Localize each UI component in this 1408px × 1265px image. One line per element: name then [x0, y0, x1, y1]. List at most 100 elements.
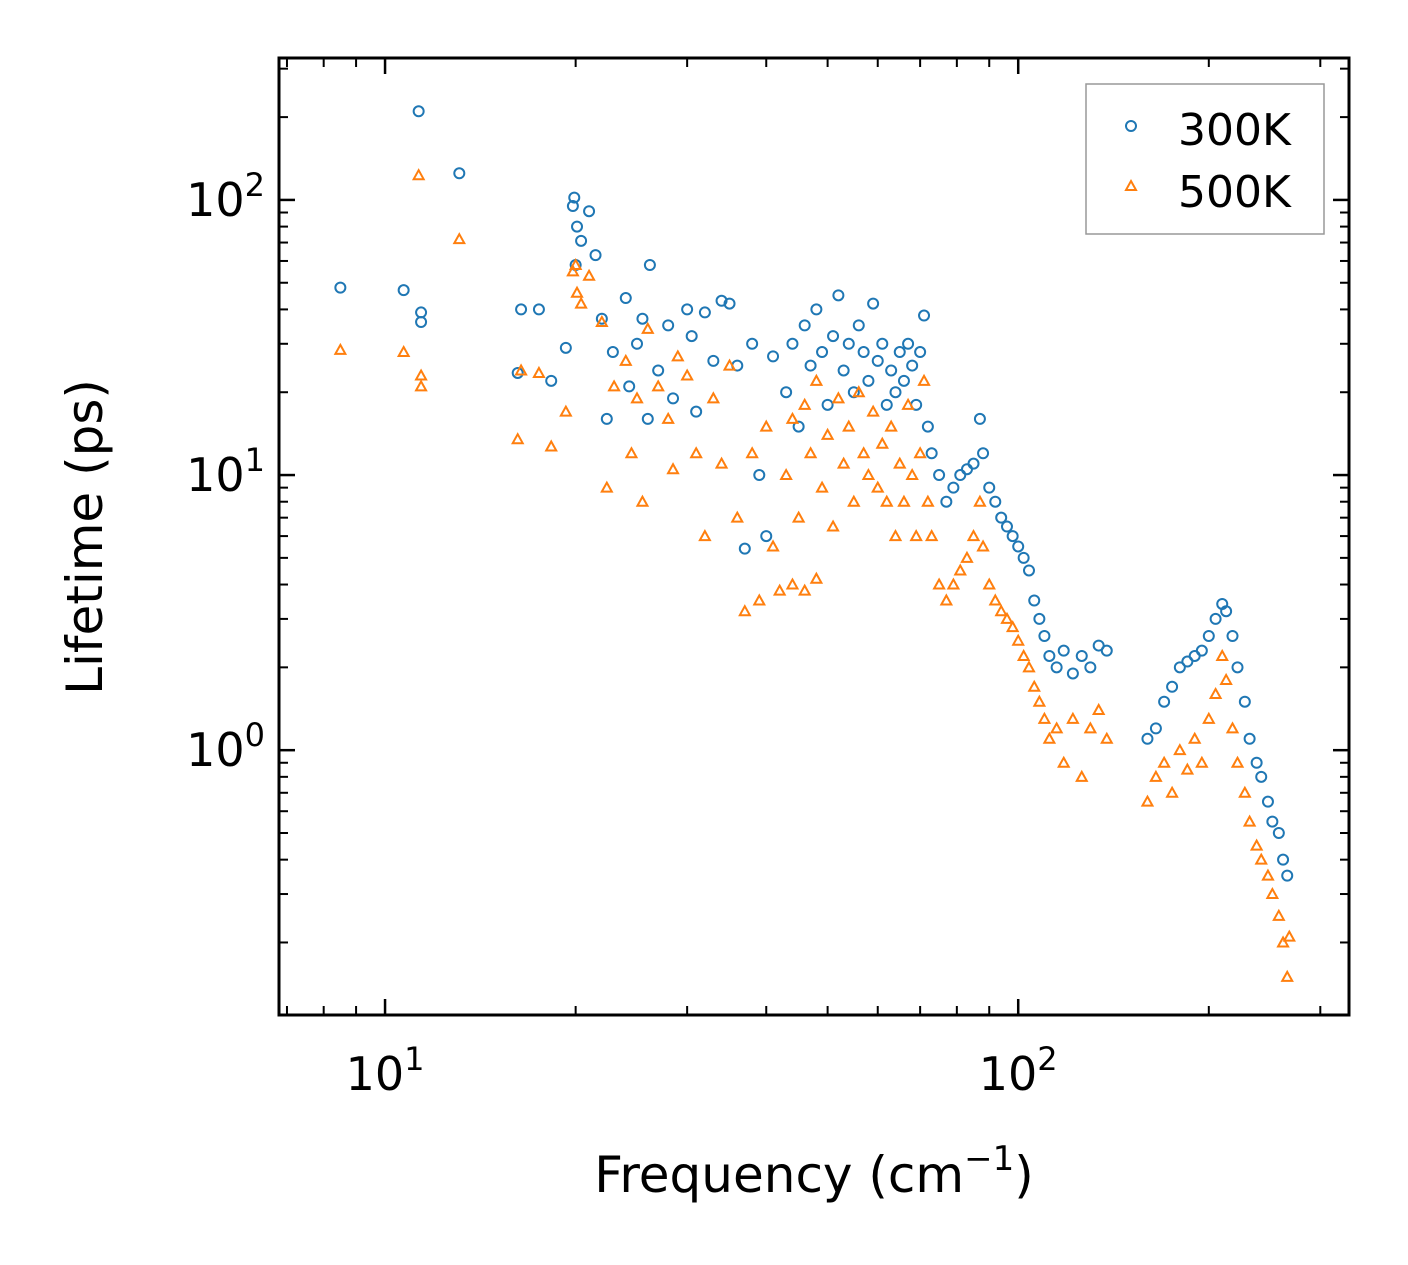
- data-point: [515, 303, 528, 316]
- data-point: [600, 412, 613, 425]
- data-point: [532, 365, 546, 378]
- data-point: [976, 539, 990, 552]
- data-point: [582, 268, 596, 281]
- data-point: [826, 519, 840, 532]
- data-point: [1016, 648, 1031, 661]
- data-point: [905, 467, 919, 481]
- data-point: [1181, 655, 1194, 668]
- data-point: [559, 341, 572, 354]
- data-point: [967, 457, 980, 470]
- data-point: [589, 249, 602, 262]
- data-point: [982, 577, 996, 590]
- data-point: [820, 427, 835, 440]
- data-point: [925, 447, 938, 460]
- data-point: [568, 191, 581, 204]
- y-tick-label: 102: [186, 166, 265, 227]
- data-point: [667, 392, 680, 405]
- data-point: [715, 294, 728, 307]
- axis-ticks: 101 102 100 101 102: [186, 58, 1349, 1101]
- data-point: [698, 529, 712, 542]
- data-point: [631, 337, 644, 350]
- data-point: [738, 542, 751, 555]
- data-point: [897, 374, 910, 387]
- data-point: [1220, 605, 1233, 618]
- data-point: [946, 577, 961, 590]
- data-point: [885, 364, 898, 377]
- data-point: [651, 379, 665, 392]
- data-point: [792, 420, 805, 433]
- data-point: [852, 385, 866, 398]
- data-point: [643, 259, 656, 272]
- data-point: [607, 379, 621, 392]
- data-point: [994, 604, 1008, 617]
- data-point: [1195, 755, 1209, 768]
- data-point: [1100, 731, 1114, 744]
- data-point: [641, 321, 655, 334]
- data-point: [889, 386, 902, 399]
- data-point: [760, 530, 773, 543]
- data-point: [1075, 649, 1088, 662]
- data-point: [909, 529, 923, 542]
- data-point: [1000, 520, 1013, 533]
- data-point: [722, 358, 737, 371]
- data-point: [1277, 853, 1290, 866]
- data-point: [619, 292, 632, 305]
- data-point: [791, 510, 806, 523]
- data-point: [746, 337, 759, 350]
- data-point: [847, 494, 861, 507]
- data-point: [1027, 679, 1041, 692]
- data-point: [785, 411, 800, 424]
- data-point: [1005, 620, 1020, 633]
- data-point: [1000, 611, 1014, 624]
- data-point: [827, 330, 840, 343]
- data-point: [1037, 711, 1052, 724]
- data-point: [666, 462, 680, 475]
- data-point: [689, 446, 703, 459]
- data-point: [966, 529, 981, 542]
- data-point: [1149, 769, 1163, 782]
- data-point: [1165, 785, 1179, 798]
- data-point: [856, 446, 871, 459]
- data-point: [862, 374, 875, 387]
- data-point: [636, 312, 649, 325]
- data-point: [917, 373, 931, 386]
- data-point: [897, 494, 911, 507]
- data-point: [1032, 694, 1047, 707]
- data-point: [714, 456, 729, 469]
- data-point: [1280, 969, 1294, 982]
- data-point: [753, 469, 766, 482]
- data-point: [1195, 644, 1208, 657]
- data-point: [630, 391, 644, 404]
- data-point: [1017, 551, 1030, 564]
- x-axis-label: Frequency (cm−1): [594, 1139, 1034, 1204]
- data-point: [452, 232, 466, 245]
- data-point: [921, 420, 934, 433]
- data-point: [815, 480, 829, 493]
- data-point: [685, 330, 698, 343]
- data-point: [1022, 660, 1036, 673]
- data-point: [706, 391, 721, 404]
- legend-box: [1085, 83, 1325, 235]
- data-point: [893, 456, 907, 469]
- data-point: [1166, 680, 1179, 693]
- data-point: [913, 446, 927, 459]
- data-point: [1238, 785, 1252, 798]
- data-point: [983, 481, 996, 494]
- data-point: [559, 404, 573, 417]
- data-point: [415, 306, 428, 319]
- data-point: [1141, 732, 1154, 745]
- data-point: [804, 359, 817, 372]
- data-point: [871, 480, 885, 493]
- data-point: [1261, 868, 1275, 881]
- data-point: [595, 314, 609, 327]
- data-point: [977, 447, 990, 460]
- data-point: [893, 346, 906, 359]
- data-point: [914, 346, 927, 359]
- data-point: [842, 337, 855, 350]
- data-point: [635, 494, 650, 507]
- data-point: [921, 494, 935, 507]
- data-point: [1219, 672, 1233, 685]
- data-point: [1043, 649, 1056, 662]
- data-point: [837, 364, 850, 377]
- data-point: [397, 284, 410, 297]
